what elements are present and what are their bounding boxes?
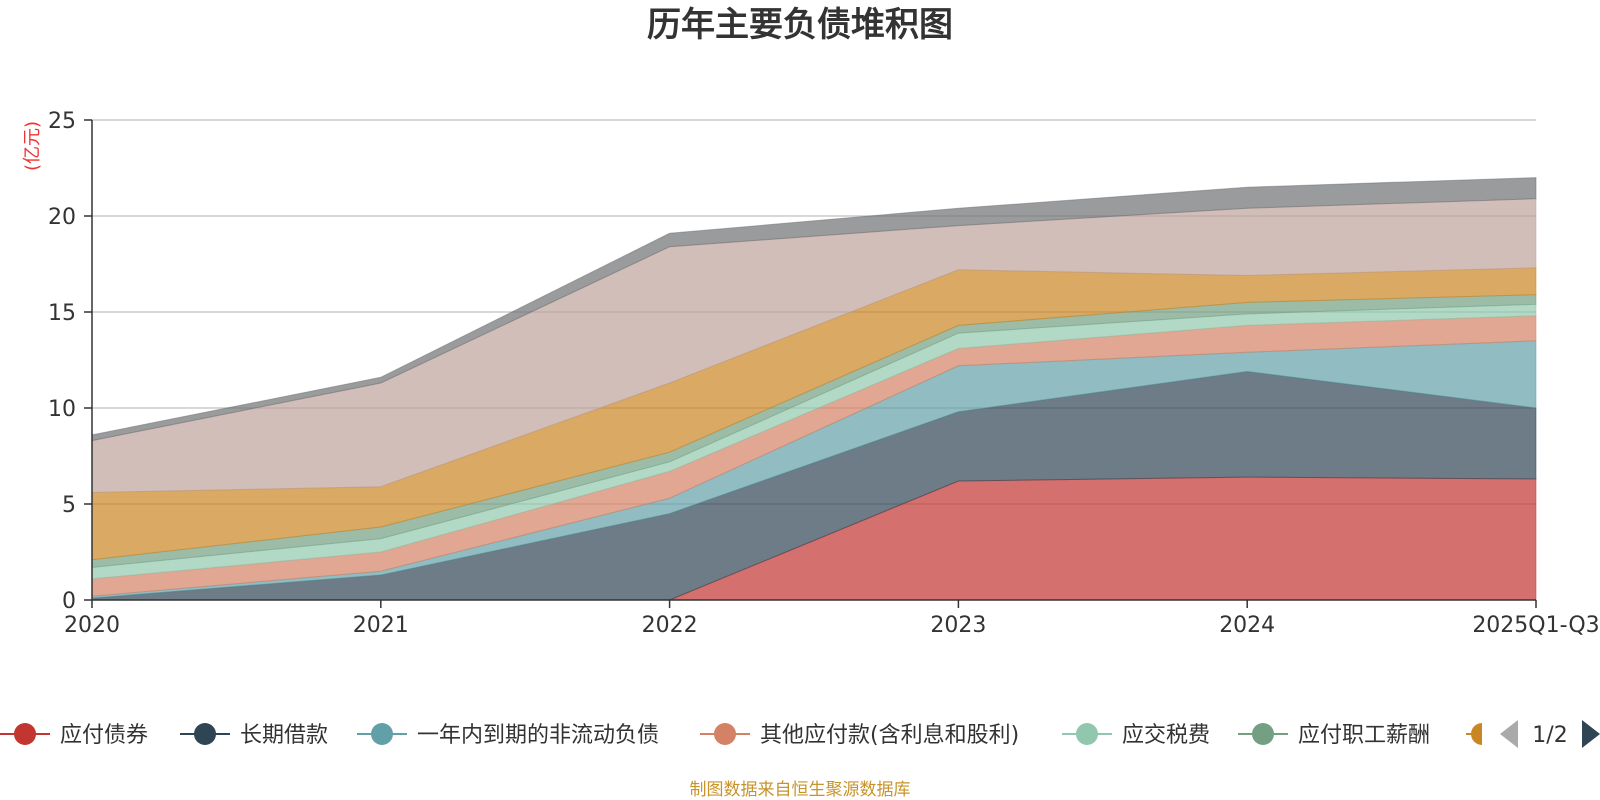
legend-marker-icon [14, 723, 36, 745]
x-tick-label: 2020 [64, 613, 120, 638]
y-axis-label: (亿元) [22, 121, 43, 171]
x-tick-label: 2021 [353, 613, 409, 638]
legend-label: 长期借款 [240, 723, 328, 748]
legend-marker-icon [371, 723, 393, 745]
legend-label: 一年内到期的非流动负债 [417, 723, 659, 748]
legend-item-1[interactable]: 应付债券 [0, 723, 148, 748]
data-source-note: 制图数据来自恒生聚源数据库 [690, 780, 911, 800]
x-tick-labels: 2020 2021 2022 2023 2024 2025Q1-Q3 [64, 600, 1600, 638]
y-tick-label: 25 [48, 109, 76, 134]
y-tick-labels: 0 5 10 15 20 25 [48, 109, 92, 614]
y-tick-label: 20 [48, 205, 76, 230]
legend-marker-icon [714, 723, 736, 745]
legend-item-4[interactable]: 其他应付款(含利息和股利) [700, 723, 1019, 748]
legend-marker-icon [1252, 723, 1274, 745]
legend-marker-icon [1076, 723, 1098, 745]
legend-item-2[interactable]: 长期借款 [180, 723, 328, 748]
legend-label: 其他应付款(含利息和股利) [760, 723, 1019, 748]
area-series-9[interactable] [91, 177, 1537, 442]
legend-pager: 1/2 [1500, 720, 1600, 748]
legend-item-partial [1466, 723, 1482, 745]
x-tick-label: 2023 [930, 613, 986, 638]
legend-marker-icon [1471, 723, 1482, 745]
legend-label: 应交税费 [1122, 723, 1210, 748]
axes [91, 120, 1536, 601]
legend-label: 应付职工薪酬 [1298, 723, 1430, 748]
y-tick-label: 5 [62, 493, 76, 518]
legend-marker-icon [194, 723, 216, 745]
area-series [91, 177, 1537, 601]
legend-page-indicator: 1/2 [1532, 723, 1567, 748]
y-tick-label: 15 [48, 301, 76, 326]
legend-item-5[interactable]: 应交税费 [1062, 723, 1210, 748]
legend-item-6[interactable]: 应付职工薪酬 [1238, 723, 1430, 748]
legend-prev-page-icon[interactable] [1500, 720, 1518, 748]
x-tick-label: 2024 [1219, 613, 1275, 638]
x-tick-label: 2022 [642, 613, 698, 638]
legend-next-page-icon[interactable] [1582, 720, 1600, 748]
legend-item-3[interactable]: 一年内到期的非流动负债 [357, 723, 659, 748]
legend-label: 应付债券 [60, 723, 148, 748]
legend: 应付债券 长期借款 一年内到期的非流动负债 其他应付款(含利息和股利) 应交税费 应付职工… [0, 723, 1482, 748]
y-tick-label: 10 [48, 397, 76, 422]
y-tick-label: 0 [62, 589, 76, 614]
chart-title: 历年主要负债堆积图 [647, 5, 953, 45]
x-tick-label: 2025Q1-Q3 [1472, 613, 1599, 638]
